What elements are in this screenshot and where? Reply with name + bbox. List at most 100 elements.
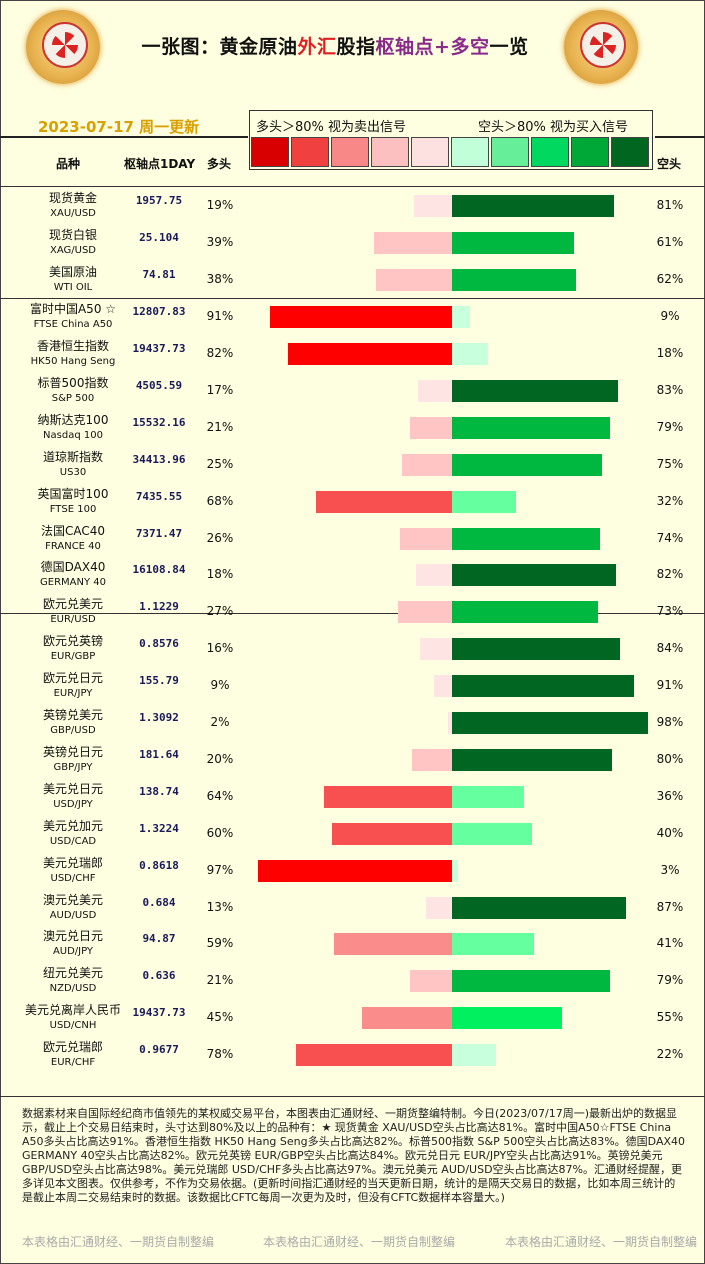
instrument-name-cn: 法国CAC40 <box>40 523 106 538</box>
pivot-value: 74.81 <box>142 268 176 282</box>
col-header-long: 多头 <box>207 157 232 171</box>
footer-notes: 数据素材来自国际经纪商市值领先的某权威交易平台，本图表由汇通财经、一期货整编特制… <box>22 1107 686 1204</box>
long-bar <box>448 712 452 735</box>
short-bar <box>452 970 610 993</box>
instrument-name-cn: 美元兑瑞郎 <box>42 855 103 870</box>
instrument-name: 英镑兑美元 GBP/USD <box>18 708 128 738</box>
instrument-name-en: USD/JPY <box>53 798 93 810</box>
instrument-name-en: AUD/JPY <box>52 946 94 958</box>
instrument-name: 道琼斯指数 US30 <box>18 450 128 480</box>
long-bar <box>414 195 452 218</box>
long-bar <box>324 785 452 808</box>
legend-short-text: 空头＞80% 视为买入信号 <box>478 120 629 135</box>
short-bar <box>452 1007 562 1030</box>
long-bar <box>416 564 452 587</box>
instrument-name: 美国原油 WTI OIL <box>18 265 128 295</box>
short-bar <box>452 859 458 882</box>
short-bar <box>452 343 488 366</box>
short-bar <box>452 896 626 919</box>
pivot-value: 15532.16 <box>132 415 186 429</box>
short-bar <box>452 822 532 845</box>
instrument-name: 标普500指数 S&P 500 <box>18 376 128 406</box>
pivot-value: 7435.55 <box>135 489 183 503</box>
long-percent-label: 21% <box>206 973 234 988</box>
short-percent-label: 87% <box>656 899 684 914</box>
long-percent-label: 38% <box>206 272 234 287</box>
instrument-name-cn: 道琼斯指数 <box>42 449 103 464</box>
legend-long-text: 多头＞80% 视为卖出信号 <box>256 120 407 135</box>
pivot-value: 19437.73 <box>132 1006 186 1020</box>
instrument-name-cn: 英镑兑日元 <box>42 744 103 759</box>
instrument-name-cn: 美元兑加元 <box>42 818 103 833</box>
pivot-value: 1.3092 <box>139 711 179 725</box>
short-percent-label: 62% <box>656 272 684 287</box>
long-bar <box>270 306 452 329</box>
instrument-name-en: FRANCE 40 <box>45 540 101 552</box>
pivot-value: 138.74 <box>139 784 179 798</box>
instrument-name-en: EUR/JPY <box>53 688 93 700</box>
short-percent-label: 73% <box>656 604 684 619</box>
legend-swatch <box>331 137 369 167</box>
short-percent-label: 74% <box>656 530 684 545</box>
pivot-value: 34413.96 <box>132 452 186 466</box>
update-date: 2023-07-17 周一更新 <box>38 118 200 136</box>
instrument-name-cn: 英国富时100 <box>37 486 109 501</box>
instrument-name-cn: 纳斯达克100 <box>37 412 109 427</box>
pivot-value: 94.87 <box>142 932 176 946</box>
long-bar <box>316 490 452 513</box>
pivot-value: 1957.75 <box>135 194 183 208</box>
long-percent-label: 64% <box>206 788 234 803</box>
instrument-name-en: GBP/USD <box>50 725 96 737</box>
short-bar <box>452 269 576 292</box>
instrument-name: 澳元兑日元 AUD/JPY <box>18 929 128 959</box>
instrument-name-cn: 纽元兑美元 <box>42 966 103 981</box>
footer-divider <box>0 1096 705 1097</box>
instrument-name: 欧元兑瑞郎 EUR/CHF <box>18 1040 128 1070</box>
long-percent-label: 25% <box>206 456 234 471</box>
pivot-value: 0.9677 <box>139 1043 179 1057</box>
instrument-name-en: FTSE China A50 <box>33 319 113 331</box>
instrument-name-cn: 现货黄金 <box>48 191 97 206</box>
instrument-name-en: GBP/JPY <box>53 761 93 773</box>
instrument-name: 英镑兑日元 GBP/JPY <box>18 745 128 775</box>
long-percent-label: 9% <box>210 678 230 693</box>
instrument-name-en: HK50 Hang Seng <box>30 356 116 368</box>
long-bar <box>418 379 452 402</box>
pivot-value: 7371.47 <box>135 526 183 540</box>
short-percent-label: 83% <box>656 382 684 397</box>
long-bar <box>434 675 452 698</box>
legend-swatch <box>371 137 409 167</box>
instrument-name-cn: 香港恒生指数 <box>36 339 109 354</box>
short-percent-label: 79% <box>656 973 684 988</box>
short-bar <box>452 379 618 402</box>
long-bar <box>412 748 452 771</box>
short-bar <box>452 601 598 624</box>
short-percent-label: 41% <box>656 936 684 951</box>
pivot-value: 12807.83 <box>132 305 186 319</box>
instrument-name: 美元兑加元 USD/CAD <box>18 819 128 849</box>
short-percent-label: 18% <box>656 346 684 361</box>
long-percent-label: 39% <box>206 235 234 250</box>
legend-swatch <box>411 137 449 167</box>
short-bar <box>452 306 470 329</box>
short-percent-label: 82% <box>656 567 684 582</box>
short-bar <box>452 453 602 476</box>
short-bar <box>452 675 634 698</box>
legend-swatch <box>451 137 489 167</box>
instrument-name: 英国富时100 FTSE 100 <box>18 487 128 517</box>
instrument-name-cn: 富时中国A50 ☆ <box>29 302 117 317</box>
instrument-name-cn: 欧元兑瑞郎 <box>42 1040 103 1055</box>
short-percent-label: 61% <box>656 235 684 250</box>
instrument-name-en: US30 <box>59 466 87 478</box>
short-percent-label: 55% <box>656 1010 684 1025</box>
instrument-name-en: FTSE 100 <box>49 503 97 515</box>
col-header-pivot: 枢轴点1DAY <box>124 157 196 171</box>
long-percent-label: 19% <box>206 198 234 213</box>
long-percent-label: 20% <box>206 751 234 766</box>
short-percent-label: 32% <box>656 493 684 508</box>
instrument-name-en: XAG/USD <box>49 245 96 257</box>
instrument-name-en: WTI OIL <box>53 282 93 294</box>
pivot-value: 155.79 <box>139 674 179 688</box>
pivot-value: 1.1229 <box>139 600 179 614</box>
long-bar <box>410 416 452 439</box>
